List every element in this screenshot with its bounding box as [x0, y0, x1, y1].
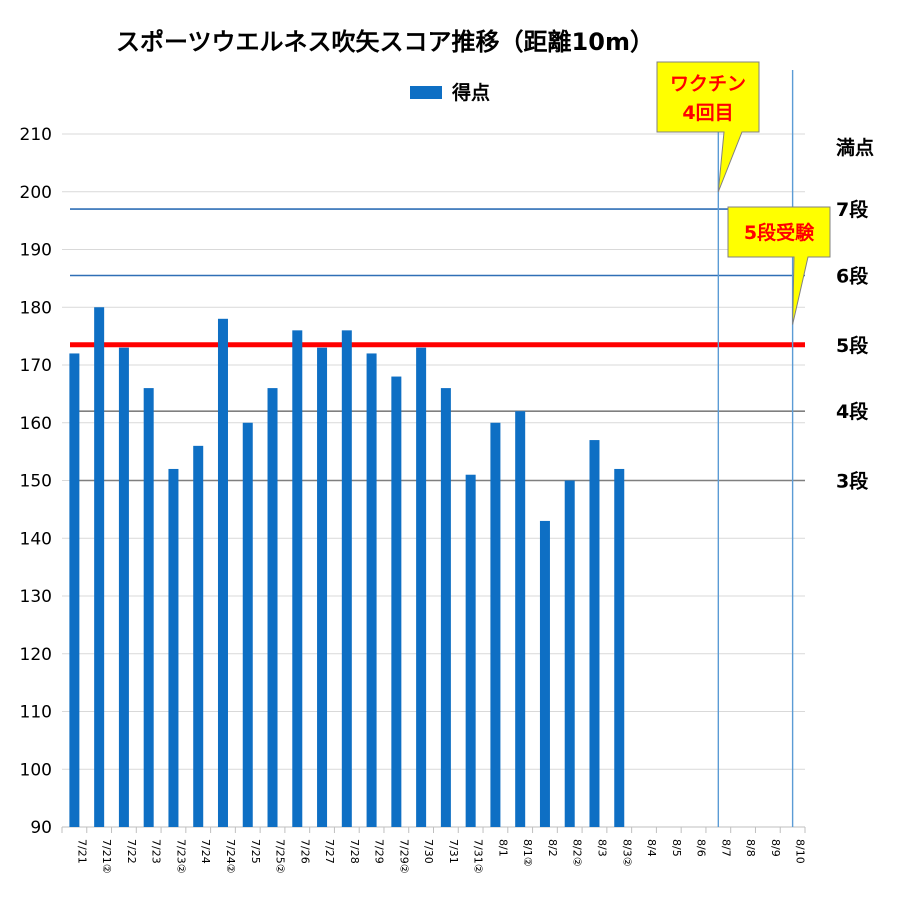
y-tick-label: 170 — [20, 356, 52, 376]
legend-label: 得点 — [451, 81, 490, 104]
x-tick-label: 7/25 — [249, 839, 262, 864]
x-tick-label: 8/1② — [521, 839, 534, 867]
x-tick-label: 8/10 — [794, 839, 807, 864]
bar-7/24 — [193, 445, 204, 827]
x-tick-label: 8/3② — [620, 839, 633, 867]
callout-box — [727, 206, 831, 325]
bar-7/26 — [292, 330, 303, 827]
threshold-label: 5段 — [836, 334, 869, 357]
bar-7/31② — [465, 474, 476, 827]
threshold-labels: 満点 7段 6段 5段 4段 3段 — [836, 137, 874, 493]
legend: 得点 — [410, 81, 490, 104]
bar-7/22 — [118, 347, 129, 827]
bar-8/3 — [589, 440, 600, 827]
bar-7/31 — [440, 388, 451, 827]
x-tick-label: 8/9 — [769, 839, 782, 857]
callout-line2: 4回目 — [682, 102, 733, 124]
x-tick-label: 7/27 — [323, 839, 336, 864]
x-tick-label: 7/23② — [174, 839, 187, 874]
callout-8/7: ワクチン 4回目 — [656, 61, 760, 192]
callout-8/10: 5段受験 — [727, 206, 831, 325]
bar-7/25② — [267, 388, 278, 827]
bar-7/30 — [416, 347, 427, 827]
y-tick-label: 130 — [20, 587, 52, 607]
x-tick-label: 8/8 — [744, 839, 757, 857]
bar-7/25 — [242, 422, 253, 827]
bar-8/1 — [490, 422, 501, 827]
y-tick-label: 160 — [20, 414, 52, 434]
callout-line1: 5段受験 — [744, 221, 815, 244]
y-tick-label: 150 — [20, 472, 52, 492]
threshold-lines — [70, 208, 805, 482]
x-tick-label: 7/29 — [373, 839, 386, 864]
x-tick-label: 7/28 — [348, 839, 361, 864]
y-tick-label: 140 — [20, 529, 52, 549]
y-tick-label: 190 — [20, 241, 52, 261]
x-tick-label: 7/30 — [422, 839, 435, 864]
threshold-label: 4段 — [836, 400, 869, 423]
x-tick-label: 8/6 — [695, 839, 708, 857]
bar-7/23 — [143, 388, 154, 827]
bar-7/29② — [391, 376, 402, 827]
y-tick-label: 110 — [20, 703, 52, 723]
x-axis-ticks: 7/21 7/21② 7/22 7/23 7/23② 7/24 7/24② 7/25 7/25②… — [75, 839, 806, 874]
bar-7/23② — [168, 468, 179, 827]
x-tick-label: 7/21② — [100, 839, 113, 874]
x-tick-label: 7/26 — [298, 839, 311, 864]
x-tick-label: 8/2 — [546, 839, 559, 857]
y-tick-label: 100 — [20, 760, 52, 780]
bar-8/2 — [539, 520, 550, 827]
x-tick-label: 8/2② — [571, 839, 584, 867]
x-tick-label: 7/21 — [75, 839, 88, 864]
threshold-label: 3段 — [836, 470, 869, 493]
bar-8/2② — [564, 480, 575, 827]
bar-7/29 — [366, 353, 377, 827]
chart-title: スポーツウエルネス吹矢スコア推移（距離10m） — [116, 28, 654, 56]
bars — [69, 307, 625, 827]
gridlines — [62, 133, 805, 828]
callout-box — [656, 61, 760, 192]
bar-7/24② — [217, 318, 228, 827]
bar-7/21 — [69, 353, 80, 827]
x-tick-label: 7/25② — [274, 839, 287, 874]
x-tick-label: 7/23 — [150, 839, 163, 864]
x-tick-label: 8/1 — [496, 839, 509, 857]
x-tick-label: 7/31 — [447, 839, 460, 864]
x-tick-label: 7/29② — [397, 839, 410, 874]
legend-swatch — [410, 86, 442, 99]
x-tick-label: 7/24② — [224, 839, 237, 874]
x-tick-label: 7/22 — [125, 839, 138, 864]
threshold-label: 6段 — [836, 264, 869, 287]
bar-8/1② — [515, 411, 526, 827]
y-tick-label: 120 — [20, 645, 52, 665]
callout-line1: ワクチン — [670, 73, 746, 95]
bar-7/27 — [317, 347, 328, 827]
y-tick-label: 210 — [20, 125, 52, 145]
x-gridlines — [61, 826, 806, 833]
callouts: ワクチン 4回目 5段受験 — [656, 61, 831, 325]
threshold-label: 満点 — [836, 137, 874, 159]
x-tick-label: 8/4 — [645, 839, 658, 857]
bar-7/21② — [94, 307, 105, 827]
x-tick-label: 8/5 — [670, 839, 683, 857]
x-tick-label: 8/7 — [719, 839, 732, 857]
y-tick-label: 90 — [30, 818, 52, 838]
threshold-label: 7段 — [836, 198, 869, 221]
y-axis-ticks: 90 100 110 120 130 140 150 160 170 180 190 200 210 — [20, 125, 52, 838]
y-tick-label: 200 — [20, 183, 52, 203]
x-tick-label: 8/3 — [595, 839, 608, 857]
bar-8/3② — [614, 468, 625, 827]
y-tick-label: 180 — [20, 298, 52, 318]
bar-7/28 — [341, 330, 352, 827]
x-tick-label: 7/24 — [199, 839, 212, 864]
marker-lines — [717, 70, 794, 827]
x-tick-label: 7/31② — [472, 839, 485, 874]
